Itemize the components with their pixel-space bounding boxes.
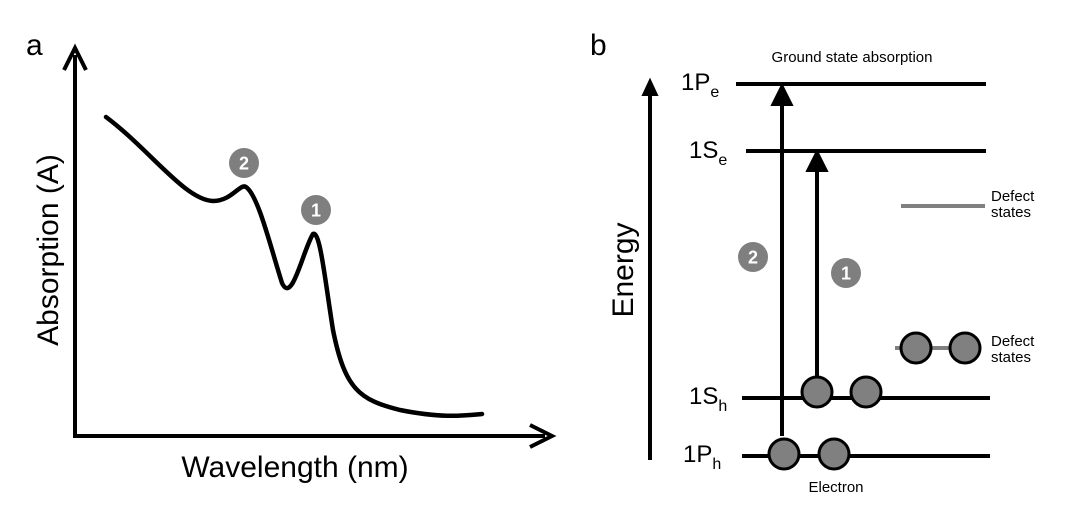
electron-1ph-left xyxy=(767,437,801,471)
level-1ph-label: 1Ph xyxy=(683,441,721,473)
y-axis-arrowhead xyxy=(62,43,88,71)
svg-text:2: 2 xyxy=(748,248,758,268)
energy-axis-arrowhead xyxy=(641,77,659,96)
electron-1sh-right xyxy=(849,375,883,409)
absorption-curve xyxy=(103,114,485,419)
panel-a: a Absorption (A) Wavelength (nm) 2 1 xyxy=(26,29,557,484)
defect-electron-left xyxy=(899,331,933,365)
electron-1ph-right xyxy=(817,437,851,471)
y-axis-title: Absorption (A) xyxy=(32,154,65,346)
x-axis-title: Wavelength (nm) xyxy=(181,451,408,484)
level-1se-label: 1Se xyxy=(689,137,727,169)
peak-marker-1: 1 xyxy=(301,195,331,225)
transition-arrow-2-head xyxy=(770,82,794,106)
defect-states-upper-label: Defect states xyxy=(991,188,1035,221)
defect-electron-right xyxy=(948,331,982,365)
panel-a-label: a xyxy=(26,29,43,62)
ground-state-absorption-caption: Ground state absorption xyxy=(772,49,933,66)
energy-axis-title: Energy xyxy=(607,222,640,317)
transition-marker-1: 1 xyxy=(831,258,861,288)
panel-b-label: b xyxy=(590,29,607,62)
transition-arrow-1-head xyxy=(805,148,829,172)
peak-marker-2: 2 xyxy=(229,148,259,178)
electron-1sh-left xyxy=(800,375,834,409)
svg-text:1: 1 xyxy=(841,264,851,284)
level-1pe-label: 1Pe xyxy=(681,69,719,101)
x-axis-arrowhead xyxy=(529,423,557,449)
level-1sh-label: 1Sh xyxy=(689,383,727,415)
panel-a-axes xyxy=(73,55,545,438)
defect-states-lower-label: Defect states xyxy=(991,333,1035,366)
panel-b: b Energy Ground state absorption 1Pe 1Se… xyxy=(590,29,1035,496)
electron-caption: Electron xyxy=(808,479,863,496)
svg-text:2: 2 xyxy=(239,154,249,174)
svg-text:1: 1 xyxy=(311,201,321,221)
transition-marker-2: 2 xyxy=(738,242,768,272)
